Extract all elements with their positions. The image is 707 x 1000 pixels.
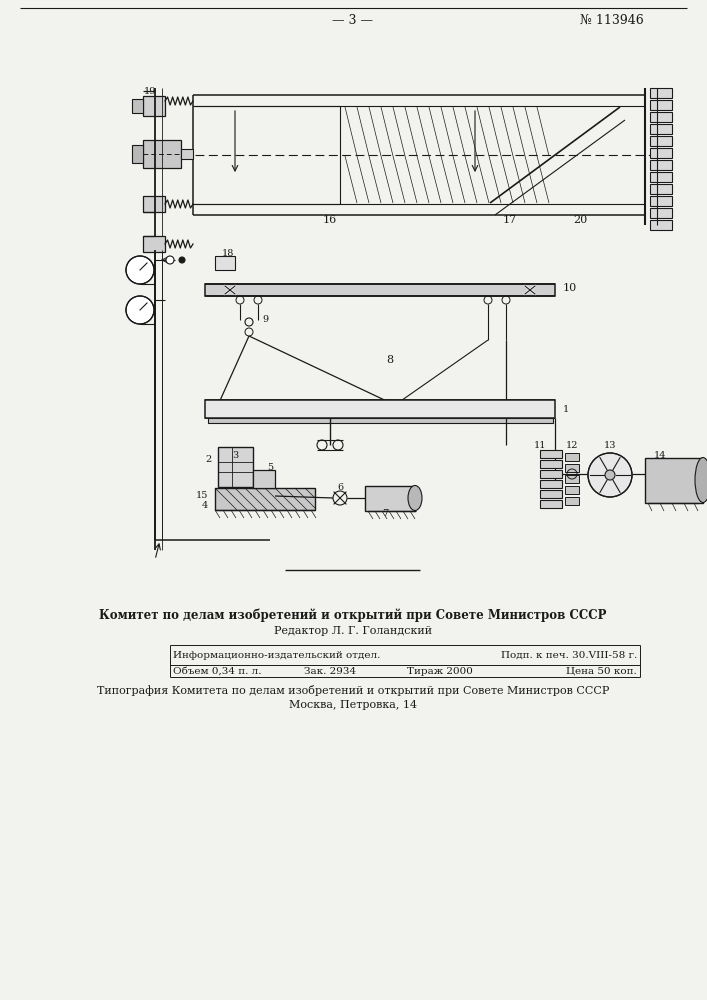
Ellipse shape <box>408 486 422 510</box>
Bar <box>650 196 672 206</box>
Bar <box>650 136 672 146</box>
Text: 1: 1 <box>563 406 569 414</box>
Text: Редактор Л. Г. Голандский: Редактор Л. Г. Голандский <box>274 626 432 636</box>
Text: 10: 10 <box>563 283 577 293</box>
Bar <box>540 500 562 508</box>
Text: 20: 20 <box>573 215 587 225</box>
Circle shape <box>126 296 154 324</box>
Text: Тираж 2000: Тираж 2000 <box>407 666 473 676</box>
Bar <box>540 450 562 458</box>
Text: 16: 16 <box>323 215 337 225</box>
Text: 15: 15 <box>196 490 208 499</box>
Bar <box>540 460 562 468</box>
Bar <box>215 256 235 270</box>
Bar <box>205 400 555 418</box>
Bar <box>218 447 253 487</box>
Bar <box>540 480 562 488</box>
Text: 5: 5 <box>267 464 273 473</box>
Text: 12: 12 <box>566 440 578 450</box>
Bar <box>565 475 579 483</box>
Bar <box>645 458 703 503</box>
Text: 14: 14 <box>654 450 666 460</box>
Ellipse shape <box>695 458 707 502</box>
Bar <box>650 208 672 218</box>
Text: — 3 —: — 3 — <box>332 13 373 26</box>
Text: 9: 9 <box>262 316 268 324</box>
Text: 11: 11 <box>534 440 547 450</box>
Text: 6: 6 <box>337 484 343 492</box>
Circle shape <box>588 453 632 497</box>
Circle shape <box>179 257 185 263</box>
Bar <box>132 145 143 163</box>
Circle shape <box>126 256 154 284</box>
Bar <box>650 112 672 122</box>
Bar <box>650 88 672 98</box>
Bar <box>253 470 275 488</box>
Bar <box>181 149 193 159</box>
Text: 4: 4 <box>201 500 208 510</box>
Text: 13: 13 <box>604 440 617 450</box>
Text: Зак. 2934: Зак. 2934 <box>304 666 356 676</box>
Text: Цена 50 коп.: Цена 50 коп. <box>566 666 637 676</box>
Bar <box>650 184 672 194</box>
Bar <box>565 464 579 472</box>
Bar <box>540 490 562 498</box>
Text: 19: 19 <box>144 87 156 96</box>
Bar <box>143 96 165 116</box>
Text: Комитет по делам изобретений и открытий при Совете Министров СССР: Комитет по делам изобретений и открытий … <box>99 608 607 622</box>
Bar <box>143 236 165 252</box>
Text: Объем 0,34 п. л.: Объем 0,34 п. л. <box>173 666 262 676</box>
Bar <box>540 470 562 478</box>
Text: Москва, Петровка, 14: Москва, Петровка, 14 <box>289 700 417 710</box>
Bar <box>650 220 672 230</box>
Bar <box>650 124 672 134</box>
Text: 17: 17 <box>503 215 517 225</box>
Text: Типография Комитета по делам изобретений и открытий при Совете Министров СССР: Типография Комитета по делам изобретений… <box>97 684 609 696</box>
Bar <box>132 99 143 113</box>
Bar <box>650 100 672 110</box>
Bar <box>650 148 672 158</box>
Bar <box>208 418 553 423</box>
Text: № 113946: № 113946 <box>580 13 644 26</box>
Text: 3: 3 <box>232 450 238 460</box>
Bar <box>565 486 579 494</box>
Text: 8: 8 <box>387 355 394 365</box>
Circle shape <box>166 256 174 264</box>
Text: Подп. к печ. 30.VIII-58 г.: Подп. к печ. 30.VIII-58 г. <box>501 650 637 660</box>
Text: 2: 2 <box>206 456 212 464</box>
Bar <box>143 140 181 168</box>
Bar <box>143 196 165 212</box>
Bar <box>565 497 579 505</box>
Circle shape <box>605 470 615 480</box>
Bar <box>215 488 315 510</box>
Bar <box>650 160 672 170</box>
Bar <box>565 453 579 461</box>
Text: Информационно-издательский отдел.: Информационно-издательский отдел. <box>173 650 380 660</box>
Bar <box>365 486 415 511</box>
Text: 18: 18 <box>222 248 234 257</box>
Text: 7: 7 <box>382 508 388 518</box>
Bar <box>650 172 672 182</box>
Bar <box>205 284 555 296</box>
